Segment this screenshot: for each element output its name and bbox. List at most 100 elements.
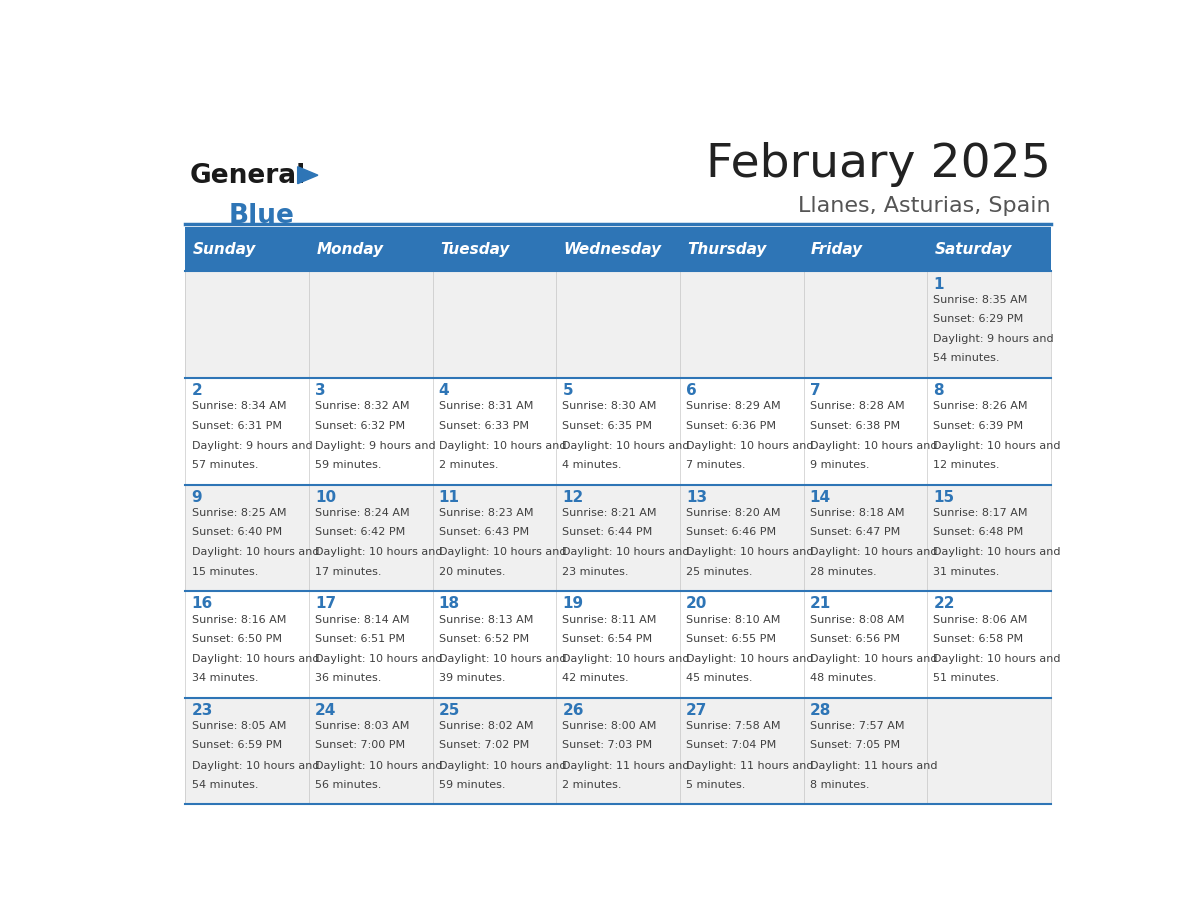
Text: Sunset: 6:51 PM: Sunset: 6:51 PM	[315, 633, 405, 644]
Text: 19: 19	[562, 597, 583, 611]
Text: Sunrise: 8:29 AM: Sunrise: 8:29 AM	[685, 401, 781, 411]
FancyBboxPatch shape	[680, 227, 803, 272]
Polygon shape	[298, 167, 318, 184]
Text: Sunset: 6:32 PM: Sunset: 6:32 PM	[315, 420, 405, 431]
Text: Sunset: 6:36 PM: Sunset: 6:36 PM	[685, 420, 776, 431]
Text: 9 minutes.: 9 minutes.	[810, 460, 870, 470]
Text: Daylight: 10 hours and: Daylight: 10 hours and	[438, 547, 567, 557]
Text: 31 minutes.: 31 minutes.	[934, 566, 1000, 577]
Text: Daylight: 10 hours and: Daylight: 10 hours and	[685, 441, 814, 451]
Text: 18: 18	[438, 597, 460, 611]
Text: Llanes, Asturias, Spain: Llanes, Asturias, Spain	[798, 196, 1051, 217]
FancyBboxPatch shape	[803, 272, 927, 378]
Text: 59 minutes.: 59 minutes.	[315, 460, 381, 470]
Text: 6: 6	[685, 383, 697, 398]
Text: Sunset: 7:02 PM: Sunset: 7:02 PM	[438, 740, 529, 750]
Text: Sunrise: 8:31 AM: Sunrise: 8:31 AM	[438, 401, 533, 411]
FancyBboxPatch shape	[556, 698, 680, 804]
Text: Daylight: 11 hours and: Daylight: 11 hours and	[562, 761, 690, 770]
Text: Sunset: 6:43 PM: Sunset: 6:43 PM	[438, 527, 529, 537]
Text: Sunrise: 8:30 AM: Sunrise: 8:30 AM	[562, 401, 657, 411]
Text: Sunrise: 8:13 AM: Sunrise: 8:13 AM	[438, 614, 533, 624]
Text: Daylight: 10 hours and: Daylight: 10 hours and	[934, 547, 1061, 557]
FancyBboxPatch shape	[556, 272, 680, 378]
Text: Sunrise: 8:03 AM: Sunrise: 8:03 AM	[315, 722, 410, 731]
Text: 42 minutes.: 42 minutes.	[562, 673, 628, 683]
FancyBboxPatch shape	[680, 698, 803, 804]
Text: Sunset: 6:50 PM: Sunset: 6:50 PM	[191, 633, 282, 644]
FancyBboxPatch shape	[432, 698, 556, 804]
Text: Sunrise: 8:21 AM: Sunrise: 8:21 AM	[562, 508, 657, 518]
FancyBboxPatch shape	[803, 698, 927, 804]
Text: 1: 1	[934, 276, 943, 292]
FancyBboxPatch shape	[185, 227, 309, 272]
FancyBboxPatch shape	[803, 227, 927, 272]
Text: 56 minutes.: 56 minutes.	[315, 779, 381, 789]
Text: Sunrise: 8:35 AM: Sunrise: 8:35 AM	[934, 295, 1028, 305]
Text: 8 minutes.: 8 minutes.	[810, 779, 870, 789]
FancyBboxPatch shape	[185, 378, 309, 485]
Text: Sunrise: 8:17 AM: Sunrise: 8:17 AM	[934, 508, 1028, 518]
Text: Sunrise: 8:00 AM: Sunrise: 8:00 AM	[562, 722, 657, 731]
FancyBboxPatch shape	[185, 698, 309, 804]
Text: February 2025: February 2025	[706, 142, 1051, 187]
Text: Daylight: 10 hours and: Daylight: 10 hours and	[685, 547, 814, 557]
Text: Daylight: 10 hours and: Daylight: 10 hours and	[438, 654, 567, 664]
Text: Sunset: 6:46 PM: Sunset: 6:46 PM	[685, 527, 776, 537]
Text: Sunrise: 8:10 AM: Sunrise: 8:10 AM	[685, 614, 781, 624]
Text: 2: 2	[191, 383, 202, 398]
Text: Sunday: Sunday	[192, 241, 257, 256]
Text: Daylight: 9 hours and: Daylight: 9 hours and	[934, 334, 1054, 344]
Text: Daylight: 10 hours and: Daylight: 10 hours and	[438, 761, 567, 770]
Text: Sunset: 6:33 PM: Sunset: 6:33 PM	[438, 420, 529, 431]
FancyBboxPatch shape	[927, 698, 1051, 804]
Text: Sunrise: 8:23 AM: Sunrise: 8:23 AM	[438, 508, 533, 518]
FancyBboxPatch shape	[680, 591, 803, 698]
Text: 45 minutes.: 45 minutes.	[685, 673, 752, 683]
FancyBboxPatch shape	[556, 227, 680, 272]
Text: Daylight: 10 hours and: Daylight: 10 hours and	[810, 441, 937, 451]
Text: Daylight: 9 hours and: Daylight: 9 hours and	[191, 441, 312, 451]
Text: Blue: Blue	[228, 204, 295, 230]
Text: Daylight: 10 hours and: Daylight: 10 hours and	[810, 654, 937, 664]
Text: Sunset: 6:35 PM: Sunset: 6:35 PM	[562, 420, 652, 431]
FancyBboxPatch shape	[309, 591, 432, 698]
Text: Sunset: 6:48 PM: Sunset: 6:48 PM	[934, 527, 1024, 537]
Text: 4 minutes.: 4 minutes.	[562, 460, 623, 470]
Text: Sunset: 6:56 PM: Sunset: 6:56 PM	[810, 633, 899, 644]
Text: 25 minutes.: 25 minutes.	[685, 566, 752, 577]
Text: Sunrise: 8:28 AM: Sunrise: 8:28 AM	[810, 401, 904, 411]
Text: Sunset: 6:39 PM: Sunset: 6:39 PM	[934, 420, 1023, 431]
Text: 48 minutes.: 48 minutes.	[810, 673, 877, 683]
Text: 34 minutes.: 34 minutes.	[191, 673, 258, 683]
FancyBboxPatch shape	[927, 227, 1051, 272]
Text: Sunset: 7:05 PM: Sunset: 7:05 PM	[810, 740, 899, 750]
Text: 15 minutes.: 15 minutes.	[191, 566, 258, 577]
Text: 17 minutes.: 17 minutes.	[315, 566, 381, 577]
Text: 21: 21	[810, 597, 830, 611]
Text: 39 minutes.: 39 minutes.	[438, 673, 505, 683]
Text: Daylight: 10 hours and: Daylight: 10 hours and	[562, 654, 690, 664]
FancyBboxPatch shape	[927, 485, 1051, 591]
FancyBboxPatch shape	[432, 485, 556, 591]
Text: Sunrise: 8:26 AM: Sunrise: 8:26 AM	[934, 401, 1028, 411]
Text: Sunset: 6:42 PM: Sunset: 6:42 PM	[315, 527, 405, 537]
Text: Daylight: 11 hours and: Daylight: 11 hours and	[810, 761, 937, 770]
FancyBboxPatch shape	[680, 272, 803, 378]
FancyBboxPatch shape	[803, 378, 927, 485]
Text: Daylight: 10 hours and: Daylight: 10 hours and	[191, 547, 320, 557]
Text: Sunset: 7:04 PM: Sunset: 7:04 PM	[685, 740, 776, 750]
Text: Sunset: 6:55 PM: Sunset: 6:55 PM	[685, 633, 776, 644]
FancyBboxPatch shape	[432, 591, 556, 698]
Text: 8: 8	[934, 383, 944, 398]
FancyBboxPatch shape	[309, 227, 432, 272]
Text: Daylight: 10 hours and: Daylight: 10 hours and	[438, 441, 567, 451]
Text: Daylight: 10 hours and: Daylight: 10 hours and	[562, 547, 690, 557]
Text: Sunrise: 8:14 AM: Sunrise: 8:14 AM	[315, 614, 410, 624]
FancyBboxPatch shape	[432, 272, 556, 378]
Text: 2 minutes.: 2 minutes.	[562, 779, 623, 789]
Text: Sunrise: 8:34 AM: Sunrise: 8:34 AM	[191, 401, 286, 411]
Text: Sunrise: 8:08 AM: Sunrise: 8:08 AM	[810, 614, 904, 624]
Text: Sunrise: 8:16 AM: Sunrise: 8:16 AM	[191, 614, 286, 624]
FancyBboxPatch shape	[432, 378, 556, 485]
